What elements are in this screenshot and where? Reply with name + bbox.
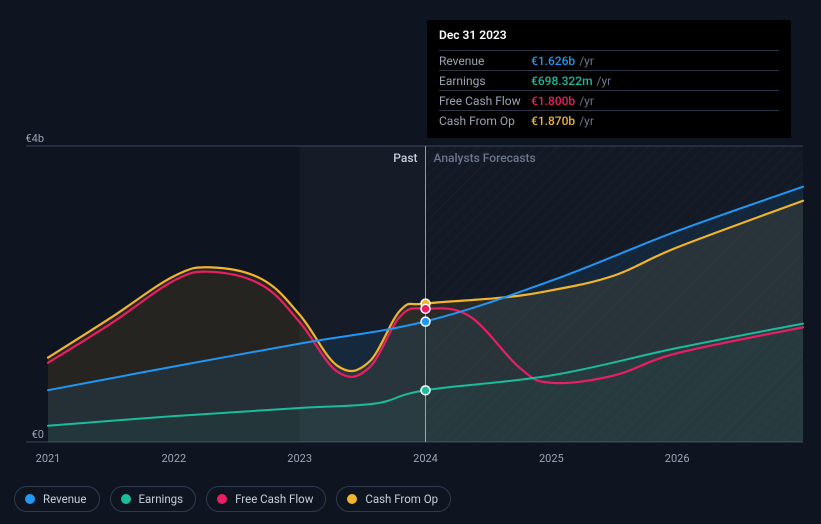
x-axis-label: 2026 (665, 452, 690, 465)
tooltip-label: Earnings (439, 74, 531, 88)
legend-swatch (347, 494, 357, 504)
legend-item-revenue[interactable]: Revenue (14, 486, 100, 512)
chart-container: Dec 31 2023 Revenue€1.626b/yrEarnings€69… (0, 0, 821, 524)
tooltip-card: Dec 31 2023 Revenue€1.626b/yrEarnings€69… (427, 20, 791, 138)
legend-label: Cash From Op (365, 492, 438, 506)
tooltip-row: Revenue€1.626b/yr (439, 50, 779, 70)
legend-item-earnings[interactable]: Earnings (110, 486, 197, 512)
tooltip-rows: Revenue€1.626b/yrEarnings€698.322m/yrFre… (439, 50, 779, 130)
zone-label-forecast: Analysts Forecasts (434, 151, 536, 165)
legend: Revenue Earnings Free Cash Flow Cash From O… (14, 486, 451, 512)
tooltip-suffix: /yr (579, 54, 594, 68)
legend-label: Earnings (139, 492, 184, 506)
legend-swatch (121, 494, 131, 504)
x-axis-label: 2023 (287, 452, 312, 465)
tooltip-value: €1.870b (531, 114, 575, 128)
tooltip-suffix: /yr (579, 114, 594, 128)
x-axis-label: 2025 (539, 452, 564, 465)
x-axis-label: 2021 (36, 452, 61, 465)
legend-item-cash_op[interactable]: Cash From Op (336, 486, 451, 512)
legend-label: Revenue (43, 492, 87, 506)
tooltip-suffix: /yr (579, 94, 594, 108)
tooltip-suffix: /yr (597, 74, 612, 88)
legend-swatch (25, 494, 35, 504)
tooltip-row: Earnings€698.322m/yr (439, 70, 779, 90)
x-axis-label: 2024 (413, 452, 438, 465)
tooltip-label: Free Cash Flow (439, 94, 531, 108)
legend-label: Free Cash Flow (235, 492, 313, 506)
tooltip-label: Revenue (439, 54, 531, 68)
zone-label-past: Past (393, 151, 417, 165)
x-axis-label: 2022 (161, 452, 186, 465)
tooltip-row: Cash From Op€1.870b/yr (439, 110, 779, 130)
tooltip-value: €1.626b (531, 54, 575, 68)
y-axis-label: €4b (14, 132, 44, 145)
y-axis-label: €0 (14, 428, 44, 441)
tooltip-date: Dec 31 2023 (439, 28, 779, 44)
tooltip-label: Cash From Op (439, 114, 531, 128)
legend-item-fcf[interactable]: Free Cash Flow (206, 486, 326, 512)
tooltip-value: €698.322m (531, 74, 593, 88)
legend-swatch (217, 494, 227, 504)
tooltip-value: €1.800b (531, 94, 575, 108)
tooltip-row: Free Cash Flow€1.800b/yr (439, 90, 779, 110)
